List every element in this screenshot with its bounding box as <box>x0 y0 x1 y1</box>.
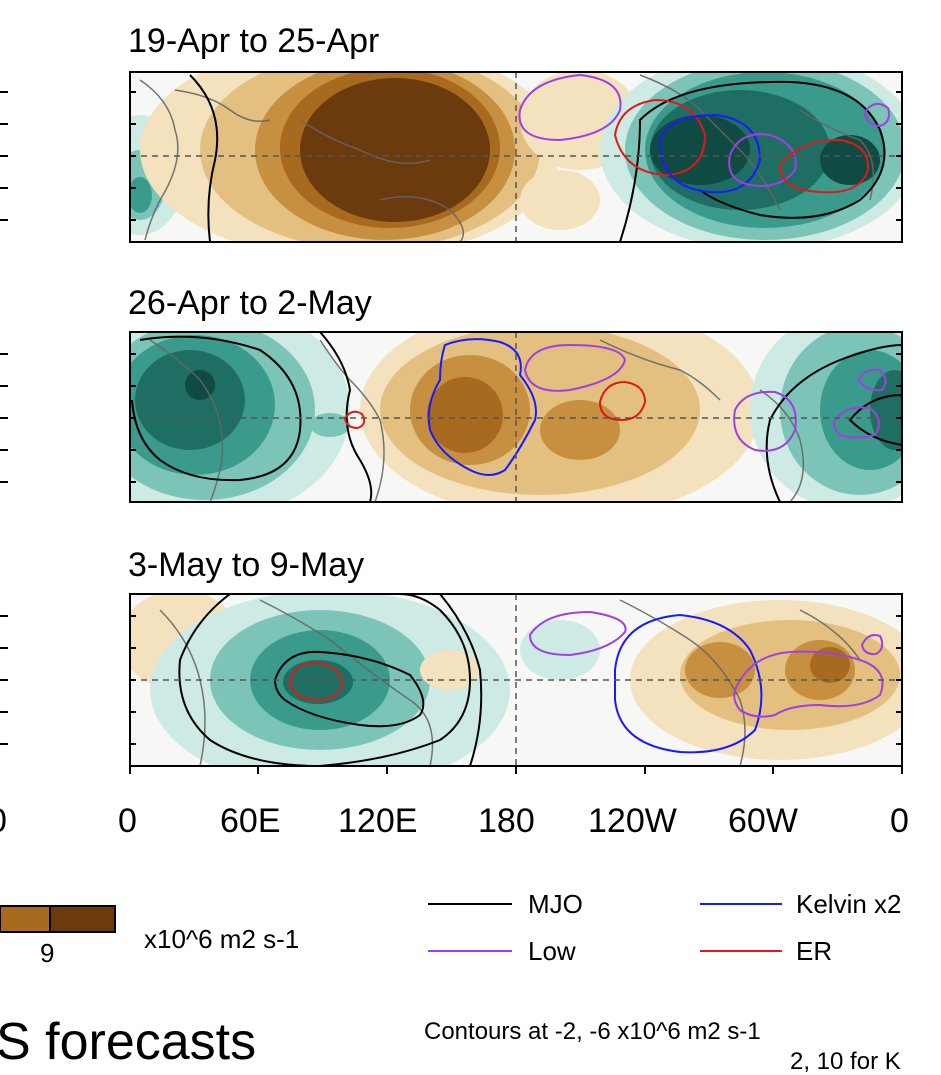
lon-tick-120e: 120E <box>338 802 418 840</box>
panel-2-map <box>129 331 903 503</box>
contours-note: Contours at -2, -6 x10^6 m2 s-1 <box>424 1018 761 1045</box>
panel-1-title: 19-Apr to 25-Apr <box>128 22 380 60</box>
colorbar-swatch-1 <box>0 905 51 933</box>
lon-tick-0-right: 0 <box>890 802 909 840</box>
lon-tick-0: 0 <box>118 802 137 840</box>
lon-tick-60w: 60W <box>728 802 798 840</box>
lon-tick-60e: 60E <box>220 802 281 840</box>
colorbar-swatch-2 <box>49 905 116 933</box>
panel-1-map <box>129 71 903 243</box>
legend-label-kelvin: Kelvin x2 <box>796 889 902 919</box>
panel-3-map <box>129 593 903 767</box>
longitude-ticks <box>129 766 903 774</box>
lon-tick-left-partial: 0 <box>0 804 7 838</box>
colorbar-units: x10^6 m2 s-1 <box>144 924 300 954</box>
legend-label-mjo: MJO <box>528 889 583 919</box>
colorbar-tick-label: 9 <box>40 938 55 968</box>
panel-2-title: 26-Apr to 2-May <box>128 284 372 322</box>
colorbar <box>0 905 116 933</box>
lon-tick-120w: 120W <box>588 802 677 840</box>
left-partial-axis-ticks <box>0 91 8 745</box>
contours-note-partial: 2, 10 for K <box>790 1048 901 1075</box>
legend-label-low: Low <box>528 936 576 966</box>
line-legend-lines <box>428 903 782 952</box>
panel-3-title: 3-May to 9-May <box>128 546 365 584</box>
legend-label-er: ER <box>796 936 833 966</box>
forecast-heading-partial: S forecasts <box>0 1013 257 1071</box>
lon-tick-180: 180 <box>478 802 535 840</box>
